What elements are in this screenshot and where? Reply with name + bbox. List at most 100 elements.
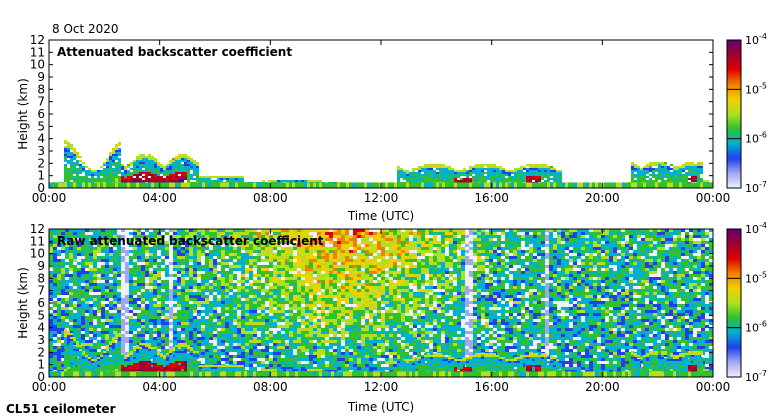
heatmap-cell xyxy=(273,295,277,298)
heatmap-cell xyxy=(484,168,487,170)
heatmap-cell xyxy=(556,182,559,188)
heatmap-cell xyxy=(209,235,213,238)
heatmap-cell xyxy=(257,307,261,310)
heatmap-cell xyxy=(679,178,682,180)
heatmap-cell xyxy=(281,250,285,253)
heatmap-cell xyxy=(49,352,53,355)
heatmap-cell xyxy=(53,250,57,253)
heatmap-cell xyxy=(193,238,197,241)
heatmap-cell xyxy=(253,331,257,334)
heatmap-cell xyxy=(430,176,433,178)
heatmap-cell xyxy=(181,256,185,259)
heatmap-cell xyxy=(106,164,109,166)
heatmap-cell xyxy=(285,364,289,367)
heatmap-cell xyxy=(185,256,189,259)
heatmap-cell xyxy=(113,295,117,298)
heatmap-cell xyxy=(424,182,427,188)
heatmap-cell xyxy=(269,364,273,367)
heatmap-cell xyxy=(700,172,703,174)
heatmap-cell xyxy=(185,340,189,343)
heatmap-cell xyxy=(196,164,199,166)
heatmap-cell xyxy=(193,304,197,307)
heatmap-cell xyxy=(245,253,249,256)
heatmap-cell xyxy=(73,259,77,262)
heatmap-cell xyxy=(97,262,101,265)
heatmap-cell xyxy=(667,182,670,188)
heatmap-cell xyxy=(172,162,175,164)
heatmap-cell xyxy=(213,262,217,265)
heatmap-cell xyxy=(273,367,277,370)
heatmap-cell xyxy=(245,280,249,283)
heatmap-cell xyxy=(229,358,233,361)
heatmap-cell xyxy=(670,178,673,180)
heatmap-cell xyxy=(101,295,105,298)
heatmap-cell xyxy=(118,172,121,174)
heatmap-cell xyxy=(189,238,193,241)
heatmap-cell xyxy=(165,265,169,268)
heatmap-cell xyxy=(430,164,433,166)
heatmap-cell xyxy=(69,250,73,253)
heatmap-cell xyxy=(57,322,61,325)
heatmap-cell xyxy=(205,286,209,289)
heatmap-cell xyxy=(181,280,185,283)
heatmap-cell xyxy=(73,316,77,319)
heatmap-cell xyxy=(237,286,241,289)
heatmap-cell xyxy=(137,241,141,244)
heatmap-cell xyxy=(487,174,490,176)
heatmap-cell xyxy=(178,178,181,180)
heatmap-cell xyxy=(281,322,285,325)
heatmap-cell xyxy=(61,313,65,316)
heatmap-cell xyxy=(137,274,141,277)
heatmap-cell xyxy=(249,283,253,286)
heatmap-cell xyxy=(245,346,249,349)
heatmap-cell xyxy=(201,238,205,241)
heatmap-cell xyxy=(700,180,703,182)
heatmap-cell xyxy=(197,292,201,295)
heatmap-cell xyxy=(121,346,125,349)
heatmap-cell xyxy=(238,180,241,182)
heatmap-cell xyxy=(313,180,316,182)
heatmap-cell xyxy=(105,298,109,301)
heatmap-cell xyxy=(475,182,478,188)
heatmap-cell xyxy=(205,301,209,304)
heatmap-cell xyxy=(65,307,69,310)
heatmap-cell xyxy=(165,241,169,244)
heatmap-cell xyxy=(141,310,145,313)
heatmap-cell xyxy=(177,286,181,289)
heatmap-cell xyxy=(163,172,166,174)
heatmap-cell xyxy=(249,325,253,328)
heatmap-cell xyxy=(73,319,77,322)
heatmap-cell xyxy=(61,232,65,235)
heatmap-cell xyxy=(529,172,532,174)
heatmap-cell xyxy=(217,355,221,358)
heatmap-cell xyxy=(113,283,117,286)
heatmap-cell xyxy=(169,334,173,337)
heatmap-cell xyxy=(181,268,185,271)
heatmap-cell xyxy=(225,307,229,310)
heatmap-cell xyxy=(700,182,703,188)
heatmap-cell xyxy=(418,170,421,172)
heatmap-cell xyxy=(151,182,154,188)
heatmap-cell xyxy=(129,340,133,343)
heatmap-cell xyxy=(97,334,101,337)
heatmap-cell xyxy=(181,170,184,172)
heatmap-cell xyxy=(201,292,205,295)
heatmap-cell xyxy=(133,298,137,301)
heatmap-cell xyxy=(466,176,469,178)
heatmap-cell xyxy=(412,182,415,188)
heatmap-cell xyxy=(67,150,70,152)
heatmap-cell xyxy=(113,259,117,262)
heatmap-cell xyxy=(217,301,221,304)
heatmap-cell xyxy=(520,168,523,170)
heatmap-cell xyxy=(493,182,496,188)
heatmap-cell xyxy=(173,280,177,283)
heatmap-cell xyxy=(478,178,481,180)
heatmap-cell xyxy=(169,244,173,247)
heatmap-cell xyxy=(148,178,151,180)
heatmap-cell xyxy=(109,316,113,319)
heatmap-cell xyxy=(93,319,97,322)
heatmap-cell xyxy=(273,307,277,310)
heatmap-cell xyxy=(109,283,113,286)
heatmap-cell xyxy=(101,310,105,313)
heatmap-cell xyxy=(277,182,280,188)
